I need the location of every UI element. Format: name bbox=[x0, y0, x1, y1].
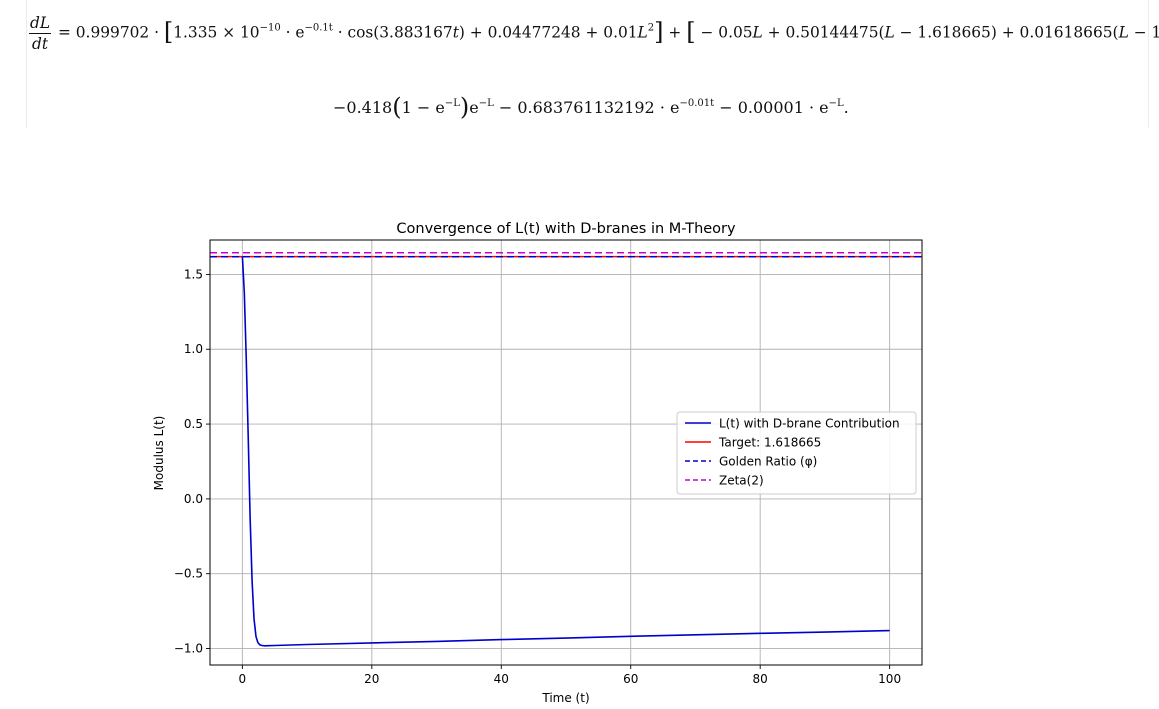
x-axis-label: Time (t) bbox=[541, 691, 589, 705]
equation-panel: dL dt = 0.999702 · [1.335 × 10−10 · e−0.… bbox=[26, 0, 1159, 128]
y-tick-label: 0.0 bbox=[184, 492, 203, 506]
series-lines bbox=[241, 256, 890, 647]
eq-term: − 0.00001 · e bbox=[714, 98, 829, 117]
eq-term: 1 − e bbox=[401, 98, 445, 117]
y-axis-ticks: −1.0 −0.5 0.0 0.5 1.0 1.5 bbox=[174, 267, 210, 656]
eq-exponent: 2 bbox=[647, 22, 655, 34]
chart-title: Convergence of L(t) with D-branes in M-T… bbox=[396, 221, 736, 237]
fraction-numerator: dL bbox=[30, 14, 51, 32]
eq-term: ) + 0.04477248 + 0.01 bbox=[458, 23, 638, 42]
legend-box bbox=[676, 411, 917, 495]
y-tick-label: 0.5 bbox=[184, 417, 203, 431]
x-tick-label: 80 bbox=[753, 672, 768, 686]
fraction-denominator: dt bbox=[32, 35, 49, 53]
eq-term: − 0.683761132192 · e bbox=[493, 98, 680, 117]
y-tick-label: 1.5 bbox=[184, 267, 203, 281]
legend-label: Target: 1.618665 bbox=[718, 436, 821, 450]
eq-coefficient: = 0.999702 · bbox=[53, 23, 164, 42]
y-tick-label: −1.0 bbox=[174, 642, 203, 656]
equation-line-2: −0.418(1 − e−L)e−L − 0.683761132192 · e−… bbox=[333, 93, 849, 121]
eq-exponent: −L bbox=[444, 98, 460, 109]
eq-term: −0.418 bbox=[333, 98, 393, 117]
legend-label: Golden Ratio (φ) bbox=[719, 455, 817, 469]
y-tick-label: −0.5 bbox=[174, 567, 203, 581]
series-line-l-t bbox=[241, 256, 890, 647]
x-tick-label: 20 bbox=[364, 672, 379, 686]
eq-exponent: −0.01t bbox=[679, 98, 715, 109]
legend: L(t) with D-brane Contribution Target: 1.… bbox=[676, 411, 917, 495]
eq-exponent: −0.1t bbox=[304, 22, 333, 34]
eq-term: − 0.05 bbox=[695, 23, 753, 42]
x-tick-label: 100 bbox=[878, 672, 901, 686]
eq-term: − 1) bbox=[1133, 23, 1159, 42]
eq-exponent: −10 bbox=[259, 22, 281, 34]
eq-term: . bbox=[843, 98, 849, 117]
y-tick-label: 1.0 bbox=[184, 342, 203, 356]
equation-line-1: dL dt = 0.999702 · [1.335 × 10−10 · e−0.… bbox=[29, 14, 1159, 53]
x-tick-label: 60 bbox=[623, 672, 638, 686]
eq-term: · e bbox=[280, 23, 305, 42]
eq-exponent: −L bbox=[828, 98, 844, 109]
eq-term: · cos(3.883167 bbox=[332, 23, 453, 42]
eq-exponent: −L bbox=[478, 98, 494, 109]
eq-term: e bbox=[469, 98, 479, 117]
x-axis-ticks: 0 20 40 60 80 100 bbox=[239, 665, 901, 686]
x-tick-label: 40 bbox=[494, 672, 509, 686]
eq-term: + bbox=[663, 23, 687, 42]
legend-label: Zeta(2) bbox=[719, 474, 764, 488]
eq-term: − 1.618665) + 0.01618665( bbox=[894, 23, 1119, 42]
y-axis-label: Modulus L(t) bbox=[152, 416, 166, 491]
reference-lines bbox=[210, 251, 922, 258]
plot-frame bbox=[209, 239, 923, 666]
x-tick-label: 0 bbox=[239, 672, 247, 686]
eq-term: + 0.50144475( bbox=[762, 23, 885, 42]
eq-term: 1.335 × 10 bbox=[173, 23, 260, 42]
derivative-fraction: dL dt bbox=[29, 14, 52, 53]
legend-label: L(t) with D-brane Contribution bbox=[719, 417, 900, 431]
